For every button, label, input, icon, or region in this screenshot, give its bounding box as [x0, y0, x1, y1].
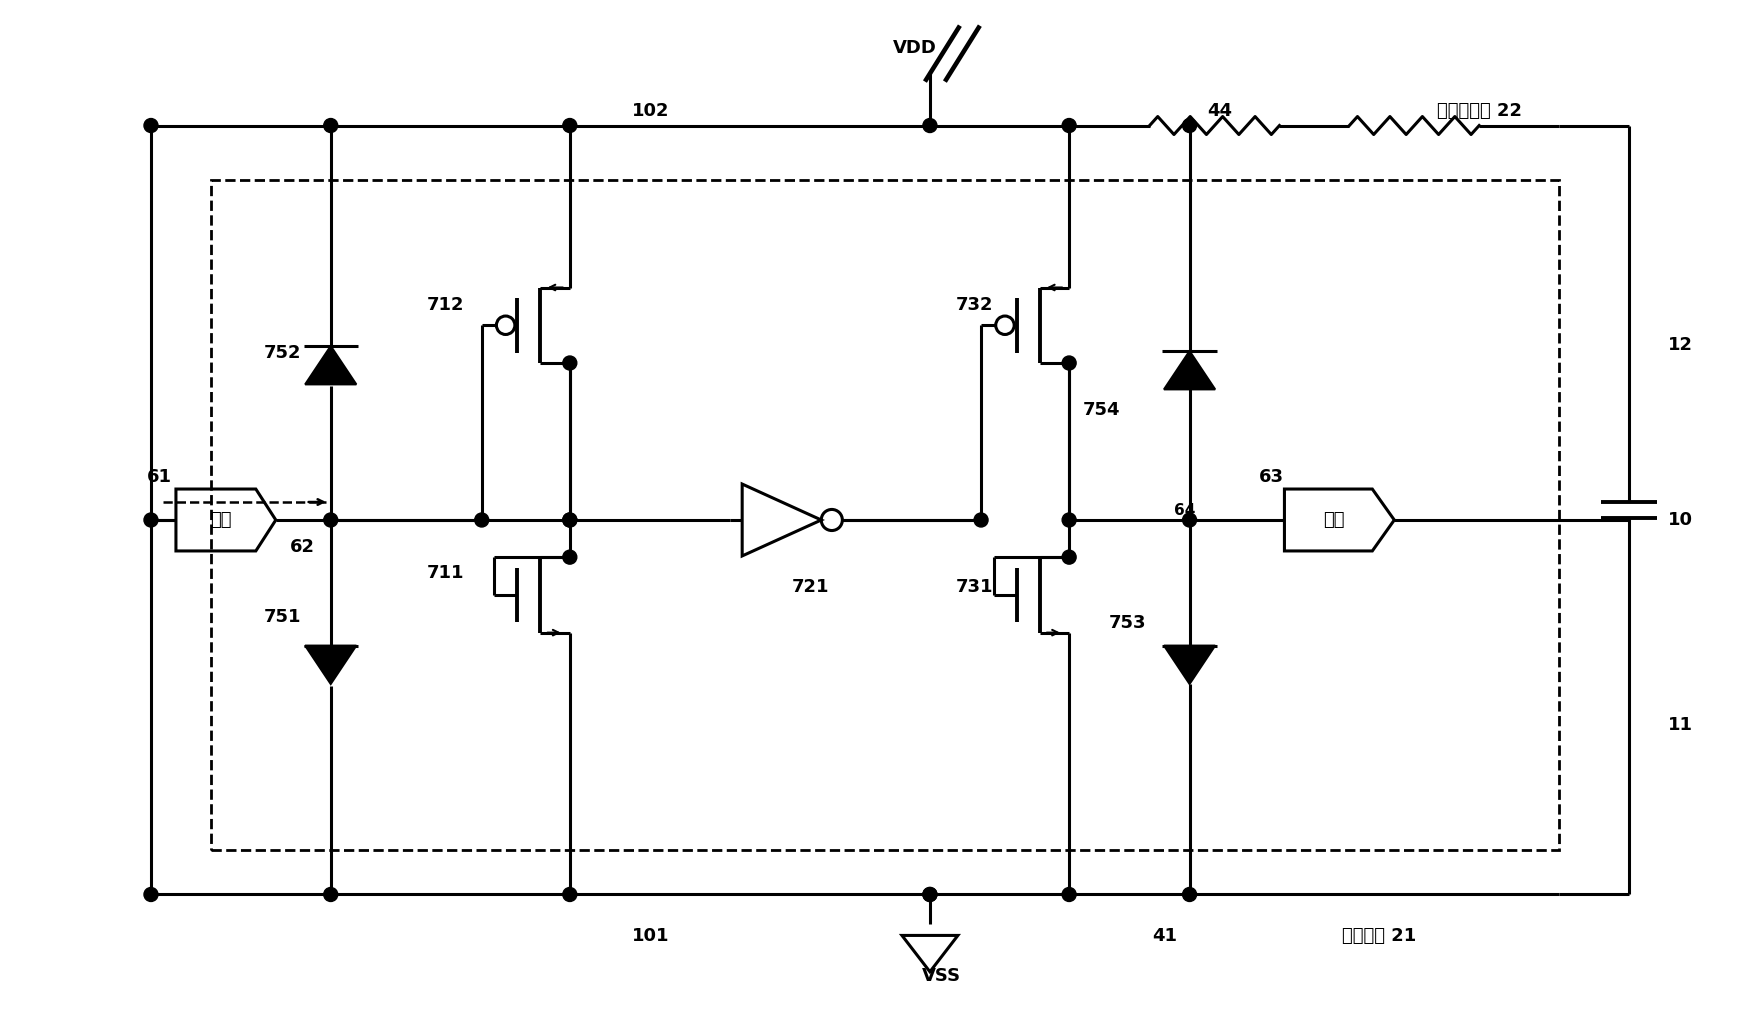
- Text: 102: 102: [632, 101, 669, 120]
- Circle shape: [1183, 888, 1197, 901]
- Text: 754: 754: [1084, 401, 1120, 419]
- Text: 地线环路 21: 地线环路 21: [1341, 928, 1416, 945]
- Circle shape: [923, 888, 937, 901]
- Circle shape: [974, 512, 988, 527]
- Circle shape: [324, 512, 338, 527]
- Circle shape: [923, 888, 937, 901]
- Text: 12: 12: [1669, 336, 1693, 355]
- Circle shape: [563, 888, 577, 901]
- Circle shape: [563, 356, 577, 370]
- Circle shape: [324, 119, 338, 132]
- Polygon shape: [305, 646, 357, 684]
- Text: 41: 41: [1151, 928, 1178, 945]
- Circle shape: [923, 119, 937, 132]
- Circle shape: [145, 119, 159, 132]
- Text: 101: 101: [632, 928, 669, 945]
- Text: 751: 751: [265, 608, 301, 626]
- Text: 64: 64: [1174, 502, 1195, 518]
- Text: 输出: 输出: [1324, 511, 1345, 529]
- Text: VSS: VSS: [922, 968, 962, 985]
- Circle shape: [563, 550, 577, 564]
- Text: 721: 721: [791, 578, 829, 596]
- Circle shape: [1063, 356, 1077, 370]
- Text: 44: 44: [1207, 101, 1232, 120]
- Circle shape: [563, 119, 577, 132]
- Circle shape: [1063, 512, 1077, 527]
- Polygon shape: [1164, 351, 1216, 390]
- Text: 752: 752: [265, 344, 301, 362]
- Text: 输入: 输入: [211, 511, 232, 529]
- Circle shape: [324, 888, 338, 901]
- Text: 712: 712: [427, 296, 465, 315]
- Polygon shape: [1164, 646, 1216, 684]
- Text: 753: 753: [1110, 614, 1146, 631]
- Text: 11: 11: [1669, 715, 1693, 734]
- Text: 711: 711: [427, 564, 465, 582]
- Text: 电源线环路 22: 电源线环路 22: [1437, 101, 1523, 120]
- Circle shape: [563, 512, 577, 527]
- Text: 10: 10: [1669, 511, 1693, 529]
- Circle shape: [476, 512, 490, 527]
- Text: 732: 732: [956, 296, 993, 315]
- Circle shape: [1063, 550, 1077, 564]
- Circle shape: [1183, 512, 1197, 527]
- Circle shape: [1183, 119, 1197, 132]
- Text: VDD: VDD: [894, 39, 937, 56]
- Text: 63: 63: [1259, 468, 1284, 486]
- Text: 62: 62: [291, 538, 315, 556]
- Polygon shape: [305, 346, 357, 384]
- Circle shape: [145, 888, 159, 901]
- Circle shape: [563, 512, 577, 527]
- Text: 61: 61: [146, 468, 171, 486]
- Circle shape: [1063, 888, 1077, 901]
- Text: 731: 731: [956, 578, 993, 596]
- Circle shape: [145, 512, 159, 527]
- Circle shape: [1063, 119, 1077, 132]
